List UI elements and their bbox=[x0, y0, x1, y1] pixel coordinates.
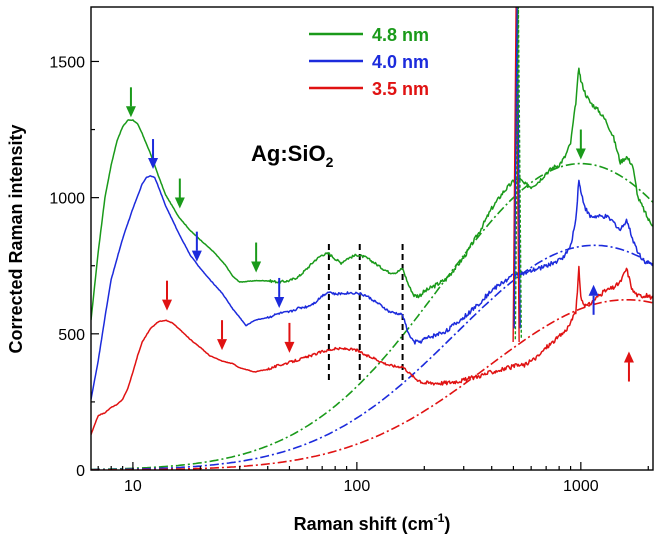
x-tick-label: 100 bbox=[344, 478, 371, 495]
arrow-marker bbox=[162, 280, 173, 311]
series-line bbox=[91, 175, 653, 400]
arrow-marker bbox=[174, 178, 185, 209]
sample-label-main: Ag:SiO bbox=[251, 141, 326, 166]
x-axis-label: Raman shift (cm-1) bbox=[294, 511, 451, 534]
y-axis-label: Corrected Raman intensity bbox=[6, 124, 26, 353]
baseline-curve bbox=[91, 299, 653, 470]
arrow-head bbox=[125, 106, 136, 118]
series-line bbox=[91, 67, 653, 321]
arrow-marker bbox=[125, 87, 136, 118]
series-line bbox=[91, 265, 653, 435]
y-tick-label: 1500 bbox=[49, 54, 85, 71]
arrow-marker bbox=[191, 231, 202, 262]
arrow-marker bbox=[148, 139, 159, 170]
narrow-peak bbox=[512, 7, 520, 343]
narrow-peak bbox=[514, 7, 523, 340]
arrow-marker bbox=[588, 284, 599, 315]
legend-label: 4.0 nm bbox=[372, 52, 429, 72]
arrow-marker bbox=[623, 351, 634, 382]
arrow-head bbox=[284, 341, 295, 353]
arrow-head bbox=[162, 299, 173, 311]
x-tick-label: 1000 bbox=[563, 478, 599, 495]
sample-label-subscript: 2 bbox=[326, 154, 334, 170]
arrow-marker bbox=[284, 322, 295, 353]
arrow-head bbox=[623, 351, 634, 363]
arrow-head bbox=[588, 284, 599, 296]
arrow-marker bbox=[575, 129, 586, 160]
sample-label: Ag:SiO2 bbox=[251, 141, 334, 170]
arrow-marker bbox=[217, 320, 228, 351]
arrow-markers bbox=[125, 87, 634, 382]
arrow-head bbox=[251, 261, 262, 273]
arrow-head bbox=[575, 148, 586, 160]
arrow-head bbox=[274, 296, 285, 308]
plot-frame bbox=[90, 6, 654, 471]
x-tick-label: 10 bbox=[124, 478, 142, 495]
y-tick-label: 500 bbox=[58, 327, 85, 344]
legend-label: 3.5 nm bbox=[372, 79, 429, 99]
y-tick-label: 1000 bbox=[49, 191, 85, 208]
arrow-marker bbox=[251, 242, 262, 273]
legend-label: 4.8 nm bbox=[372, 25, 429, 45]
legend: 4.8 nm 4.0 nm 3.5 nm bbox=[309, 25, 429, 99]
arrow-head bbox=[191, 250, 202, 262]
narrow-peaks bbox=[512, 7, 523, 343]
series-lines bbox=[91, 67, 653, 435]
arrow-marker bbox=[274, 277, 285, 308]
baseline-curve bbox=[91, 162, 653, 470]
arrow-head bbox=[148, 158, 159, 170]
y-tick-label: 0 bbox=[76, 463, 85, 480]
x-axis: 10 100 1000 bbox=[97, 462, 649, 495]
arrow-head bbox=[217, 339, 228, 351]
narrow-peak bbox=[513, 7, 521, 329]
baseline-curve bbox=[91, 244, 653, 470]
peak-guide-lines bbox=[327, 243, 404, 383]
y-axis: 0 500 1000 1500 bbox=[49, 54, 99, 480]
arrow-head bbox=[174, 197, 185, 209]
baseline-curves bbox=[91, 162, 653, 470]
